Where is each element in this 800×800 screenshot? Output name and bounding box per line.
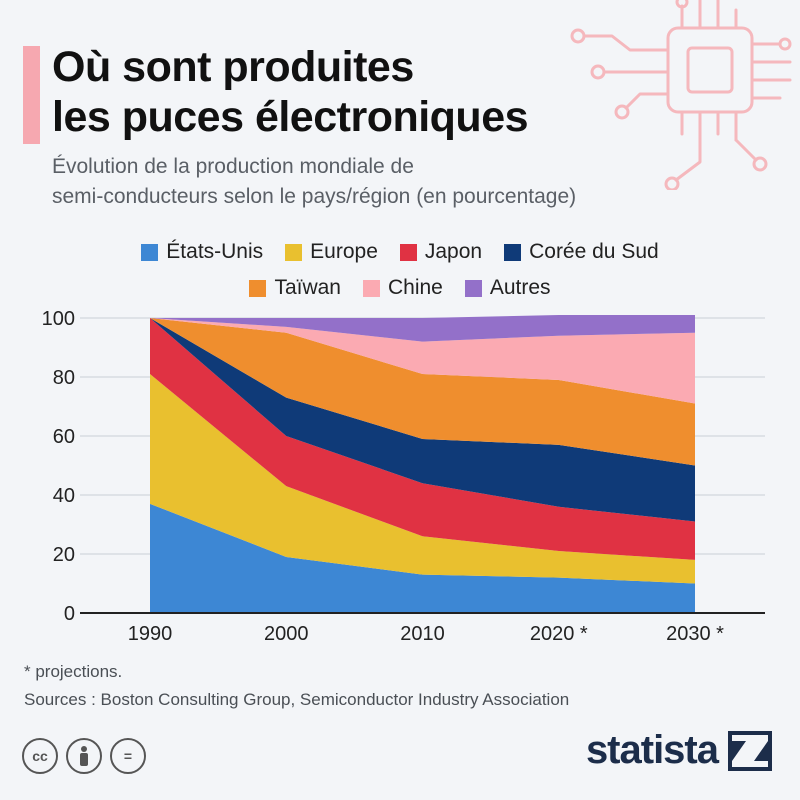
legend-label: États-Unis (166, 240, 264, 263)
x-tick-label: 2000 (264, 623, 309, 645)
area-taiwan (150, 318, 695, 466)
legend-row-1: États-Unis Europe Japon Corée du Sud (0, 240, 800, 264)
legend-swatch-coree-du-sud (504, 243, 522, 261)
legend-item-japon: Japon (399, 240, 483, 264)
legend-swatch-chine (362, 279, 380, 297)
footnote: * projections. (24, 662, 123, 681)
legend-swatch-japon (399, 243, 417, 261)
legend-item-taiwan: Taïwan (249, 276, 341, 300)
y-tick-label: 40 (53, 485, 75, 507)
legend-label: Autres (489, 276, 551, 299)
sources: Sources : Boston Consulting Group, Semic… (24, 690, 570, 709)
y-tick-label: 80 (53, 367, 75, 389)
legend-label: Chine (387, 276, 443, 299)
y-tick-label: 0 (64, 603, 75, 625)
legend-label: Europe (310, 240, 378, 263)
statista-logo[interactable]: statista (586, 728, 772, 773)
stacked-area-chart: 0 20 40 60 80 100 1990 2000 2010 2020 * 2030 * (42, 308, 765, 645)
chip-illustration-icon (570, 0, 792, 190)
subtitle-line-1: Évolution de la production mondiale de (52, 155, 414, 178)
y-tick-label: 20 (53, 544, 75, 566)
legend-item-etats-unis: États-Unis (141, 240, 263, 264)
y-tick-label: 100 (42, 308, 75, 330)
title-line-1: Où sont produites (52, 43, 414, 91)
legend-item-coree-du-sud: Corée du Sud (504, 240, 659, 264)
brand-name: statista (585, 728, 719, 772)
legend-label: Taïwan (274, 276, 341, 299)
person-icon (80, 746, 88, 766)
subtitle-line-2: semi-conducteurs selon le pays/région (e… (52, 185, 577, 208)
area-coree-du-sud (150, 318, 695, 522)
x-tick-label: 2020 * (530, 623, 588, 645)
y-tick-label: 60 (53, 426, 75, 448)
no-derivatives-icon[interactable]: = (110, 738, 146, 774)
legend-row-2: Taïwan Chine Autres (0, 276, 800, 300)
legend-swatch-europe (285, 243, 303, 261)
legend-item-chine: Chine (362, 276, 443, 300)
area-chine (150, 318, 695, 404)
chart-subtitle: Évolution de la production mondiale de s… (52, 152, 576, 212)
x-tick-label: 2030 * (666, 623, 724, 645)
legend-item-europe: Europe (285, 240, 378, 264)
area-autres (150, 315, 695, 342)
title-accent-bar (23, 46, 40, 144)
creative-commons-icon[interactable]: cc (22, 738, 58, 774)
legend-label: Japon (424, 240, 483, 263)
x-tick-label: 2010 (400, 623, 445, 645)
chart-title: Où sont produites les puces électronique… (52, 42, 529, 142)
title-line-2: les puces électroniques (52, 93, 529, 141)
area-europe (150, 374, 695, 584)
statista-logo-icon (728, 730, 772, 771)
legend-label: Corée du Sud (529, 240, 659, 263)
legend-swatch-etats-unis (141, 243, 159, 261)
attribution-icon[interactable] (66, 738, 102, 774)
area-etats-unis (150, 503, 695, 613)
area-japon (150, 318, 695, 560)
legend-swatch-taiwan (249, 279, 267, 297)
legend-swatch-autres (464, 279, 482, 297)
license-icons[interactable]: cc = (22, 738, 146, 774)
x-tick-label: 1990 (128, 623, 173, 645)
legend-item-autres: Autres (464, 276, 551, 300)
